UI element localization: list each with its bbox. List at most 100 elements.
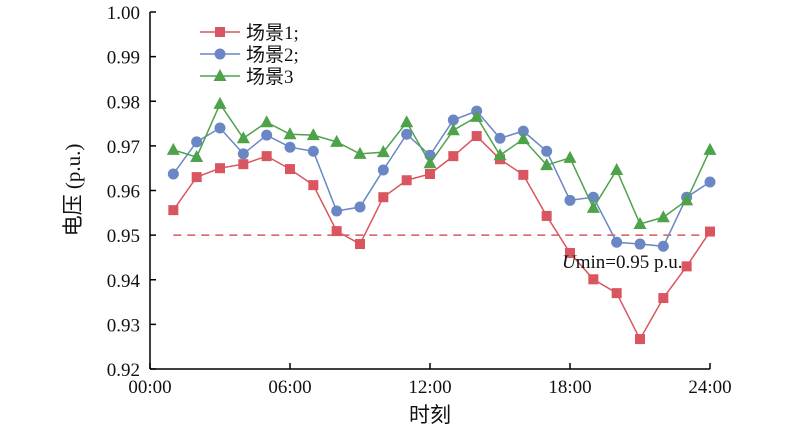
- data-point: [190, 150, 204, 163]
- data-point: [167, 168, 179, 180]
- y-tick-label: 0.96: [107, 182, 140, 203]
- series-line: [173, 102, 711, 225]
- data-point: [261, 129, 273, 141]
- data-point: [681, 261, 692, 272]
- data-point: [635, 334, 645, 345]
- data-point: [236, 131, 250, 144]
- y-tick-label: 0.98: [107, 92, 140, 113]
- legend-label: 场景1;: [246, 22, 299, 44]
- data-point: [260, 115, 274, 128]
- data-point: [331, 226, 342, 237]
- legend-item-1: 场景1;: [200, 22, 299, 44]
- data-point: [704, 176, 716, 188]
- y-tick-label: 1.00: [107, 3, 140, 24]
- data-point: [353, 146, 367, 159]
- data-point: [518, 169, 529, 180]
- data-point: [214, 122, 226, 134]
- legend-marker: [213, 69, 227, 81]
- data-point: [168, 205, 179, 216]
- y-axis-label: 电压 (p.u.): [61, 144, 85, 237]
- data-point: [191, 136, 203, 148]
- data-point: [633, 216, 647, 229]
- legend-label: 场景3: [246, 66, 294, 88]
- data-point: [657, 240, 669, 252]
- data-point: [564, 194, 576, 206]
- y-tick-label: 0.97: [107, 137, 140, 158]
- data-point: [541, 145, 553, 157]
- data-point: [238, 159, 249, 170]
- data-point: [517, 125, 529, 137]
- data-point: [425, 168, 435, 179]
- data-point: [377, 164, 389, 176]
- data-point: [376, 145, 390, 158]
- y-tick-label: 0.92: [107, 360, 140, 381]
- data-point: [610, 162, 624, 175]
- x-tick-label: 18:00: [548, 377, 591, 398]
- series-2: [167, 105, 716, 252]
- data-point: [191, 172, 202, 183]
- data-point: [378, 192, 389, 203]
- series-3: [166, 96, 717, 229]
- legend-marker: [214, 48, 226, 60]
- y-tick-label: 0.93: [107, 315, 140, 336]
- data-point: [540, 158, 554, 171]
- data-point: [656, 210, 670, 223]
- data-point: [355, 239, 365, 250]
- data-point: [493, 148, 507, 161]
- x-axis-label: 时刻: [409, 403, 451, 427]
- data-point: [471, 131, 482, 142]
- data-point: [307, 145, 319, 157]
- data-point: [470, 109, 484, 122]
- x-tick-label: 24:00: [688, 377, 731, 398]
- data-point: [516, 132, 530, 145]
- data-point: [563, 150, 577, 163]
- series-line: [172, 135, 711, 341]
- series-1: [168, 131, 715, 345]
- x-tick-label: 06:00: [268, 377, 311, 398]
- data-point: [237, 148, 249, 160]
- data-point: [588, 274, 599, 285]
- data-point: [680, 193, 694, 206]
- data-point: [285, 164, 295, 175]
- legend-marker: [215, 27, 225, 37]
- data-point: [611, 288, 622, 299]
- data-point: [401, 128, 413, 140]
- data-point: [306, 128, 320, 141]
- data-point: [658, 293, 669, 304]
- data-point: [400, 115, 414, 128]
- data-point: [401, 175, 412, 186]
- legend-item-2: 场景2;: [200, 44, 299, 66]
- y-tick-label: 0.95: [107, 226, 140, 247]
- data-point: [166, 142, 180, 155]
- legend-label: 场景2;: [246, 44, 299, 66]
- data-point: [586, 200, 600, 213]
- y-tick-label: 0.99: [107, 48, 140, 69]
- reference-label-italic: U: [562, 252, 577, 273]
- x-tick-label: 12:00: [408, 377, 451, 398]
- data-point: [446, 123, 460, 136]
- plot-area: 0.92 0.93 0.94 0.95 0.96 0.97 0.98 0.99 1.00 00:0…: [107, 3, 732, 398]
- data-point: [261, 151, 272, 162]
- data-point: [284, 141, 296, 153]
- data-point: [448, 151, 459, 162]
- data-point: [494, 132, 506, 144]
- data-point: [331, 205, 343, 217]
- data-point: [703, 142, 717, 155]
- data-point: [447, 114, 459, 126]
- data-point: [611, 236, 623, 248]
- data-point: [330, 134, 344, 147]
- legend-item-3: 场景3: [200, 66, 294, 88]
- reference-line-label: Umin=0.95 p.u.: [562, 252, 683, 273]
- data-point: [354, 201, 366, 213]
- data-point: [705, 226, 715, 237]
- data-point: [587, 191, 599, 203]
- x-tick-label: 00:00: [128, 377, 171, 398]
- data-point: [423, 156, 437, 169]
- reference-label-text: min=0.95 p.u.: [576, 252, 683, 273]
- y-tick-label: 0.94: [107, 271, 141, 292]
- data-point: [541, 210, 552, 221]
- data-point: [308, 180, 319, 191]
- data-point: [634, 238, 646, 250]
- data-point: [215, 163, 225, 174]
